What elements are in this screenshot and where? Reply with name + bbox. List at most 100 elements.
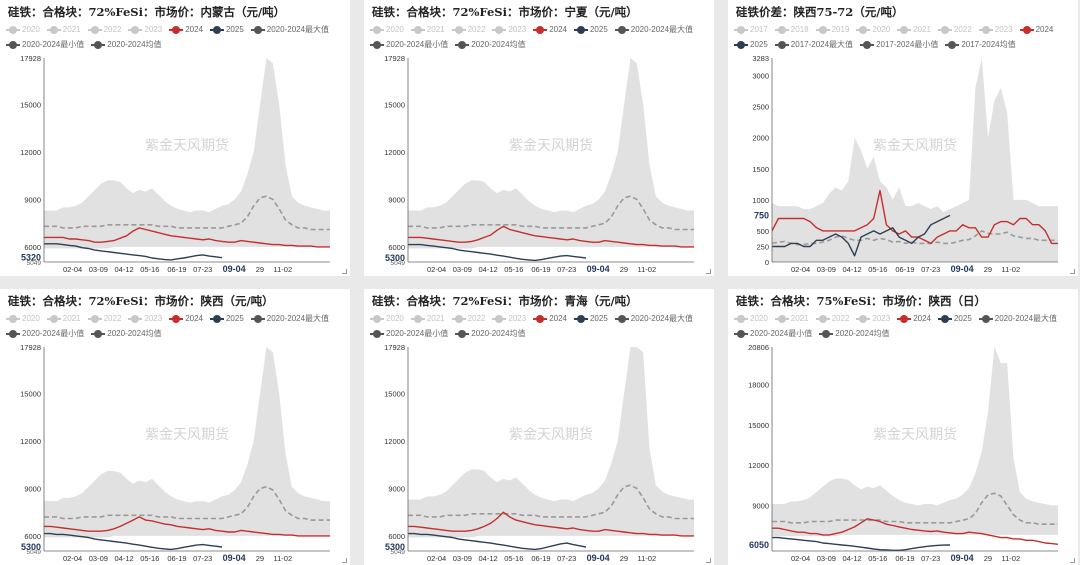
legend-item[interactable]: 2021 — [897, 22, 931, 37]
legend-marker-icon — [614, 314, 629, 323]
legend-item[interactable]: 2023 — [492, 311, 526, 326]
legend-marker-icon — [492, 25, 507, 34]
legend-item[interactable]: 2020-2024最大值 — [614, 311, 694, 326]
x-tick-label: 11-02 — [1001, 265, 1020, 274]
legend-item[interactable]: 2020-2024最小值 — [6, 37, 84, 52]
legend-label: 2023 — [508, 25, 527, 34]
mean-line — [771, 230, 1058, 246]
legend-item[interactable]: 2017-2024最大值 — [774, 37, 853, 52]
legend-item[interactable]: 2018 — [774, 22, 809, 37]
resize-handle-icon[interactable] — [1070, 269, 1075, 274]
legend-item[interactable]: 2023 — [856, 311, 890, 326]
legend-label: 2020 — [22, 314, 40, 323]
legend-item[interactable]: 2023 — [128, 311, 162, 326]
legend-item[interactable]: 2020 — [370, 22, 404, 37]
legend-item[interactable]: 2025 — [209, 311, 244, 326]
legend-item[interactable]: 2025 — [734, 37, 768, 52]
legend-item[interactable]: 2025 — [937, 311, 972, 326]
legend-item[interactable]: 2021 — [410, 22, 445, 37]
watermark: 紫金天风期货 — [873, 137, 957, 154]
legend-item[interactable]: 2022 — [87, 311, 121, 326]
legend-label: 2024 — [185, 314, 203, 323]
chart-panel: 硅铁：合格块：72%FeSi：市场价：内蒙古（元/吨） 2020 2021 2022 2… — [0, 0, 350, 276]
series-2024-line — [772, 518, 1059, 545]
legend-item[interactable]: 2024 — [897, 311, 931, 326]
legend-item[interactable]: 2023 — [128, 22, 162, 37]
resize-handle-icon[interactable] — [1070, 558, 1075, 563]
legend-item[interactable]: 2022 — [451, 22, 486, 37]
legend-item[interactable]: 2023 — [978, 22, 1013, 37]
legend-marker-icon — [6, 40, 20, 49]
y-tick-label: 9000 — [388, 195, 405, 204]
resize-handle-icon[interactable] — [342, 558, 347, 563]
legend-label: 2020-2024最大值 — [630, 314, 694, 323]
resize-handle-icon[interactable] — [706, 269, 711, 274]
x-tick-label: 06-19 — [531, 554, 550, 563]
x-tick-label: 05-16 — [504, 265, 523, 274]
x-tick-label: 11-02 — [637, 554, 656, 563]
legend-item[interactable]: 2023 — [492, 22, 526, 37]
legend-item[interactable]: 2025 — [573, 22, 608, 37]
legend-item[interactable]: 2024 — [169, 311, 203, 326]
legend-item[interactable]: 2024 — [533, 22, 567, 37]
legend-item[interactable]: 2017 — [734, 22, 768, 37]
legend-item[interactable]: 2022 — [451, 311, 486, 326]
legend-label: 2022 — [467, 25, 486, 34]
legend-item[interactable]: 2021 — [46, 22, 81, 37]
legend-marker-icon — [87, 25, 102, 34]
legend-item[interactable]: 2017-2024均值 — [945, 37, 1016, 52]
x-tick-label: 07-23 — [193, 554, 212, 563]
series-2025-line — [408, 532, 587, 551]
legend-item[interactable]: 2020-2024均值 — [91, 37, 162, 52]
legend-item[interactable]: 2020-2024最大值 — [978, 311, 1057, 326]
x-tick-label: 06-19 — [531, 265, 550, 274]
legend-marker-icon — [937, 25, 952, 34]
legend-item[interactable]: 2020-2024最小值 — [6, 326, 84, 341]
legend-item[interactable]: 2017-2024最小值 — [860, 37, 938, 52]
legend-item[interactable]: 2020-2024最小值 — [370, 37, 448, 52]
legend-item[interactable]: 2019 — [815, 22, 849, 37]
legend-marker-icon — [91, 329, 106, 338]
legend-label: 2022 — [467, 314, 486, 323]
legend-item[interactable]: 2020 — [370, 311, 404, 326]
legend-item[interactable]: 2020-2024均值 — [455, 37, 526, 52]
legend-item[interactable]: 2020-2024最大值 — [614, 22, 693, 37]
x-tick-label: 29 — [984, 554, 992, 563]
x-tick-label: 04-12 — [114, 554, 133, 563]
legend-marker-icon — [533, 314, 548, 323]
legend-item[interactable]: 2020-2024均值 — [819, 326, 890, 341]
legend-label: 2025 — [225, 314, 244, 323]
legend-marker-icon — [250, 314, 265, 323]
legend-item[interactable]: 2020-2024均值 — [91, 326, 162, 341]
legend-item[interactable]: 2020 — [6, 22, 40, 37]
resize-handle-icon[interactable] — [706, 558, 711, 563]
mean-line — [44, 486, 330, 521]
y-tick-label: 12000 — [384, 148, 405, 157]
legend-item[interactable]: 2025 — [209, 22, 244, 37]
legend-item[interactable]: 2021 — [46, 311, 81, 326]
legend-item[interactable]: 2021 — [774, 311, 809, 326]
x-tick-label: 04-12 — [842, 265, 861, 274]
legend-item[interactable]: 2020-2024最小值 — [370, 326, 448, 341]
legend-item[interactable]: 2020 — [856, 22, 890, 37]
legend-item[interactable]: 2024 — [533, 311, 567, 326]
legend-item[interactable]: 2022 — [87, 22, 121, 37]
x-tick-label: 09-04 — [223, 553, 246, 563]
legend-item[interactable]: 2024 — [169, 22, 203, 37]
legend-item[interactable]: 2024 — [1019, 22, 1053, 37]
legend-item[interactable]: 2020-2024最大值 — [250, 22, 329, 37]
legend-item[interactable]: 2020-2024均值 — [455, 326, 526, 341]
resize-handle-icon[interactable] — [342, 269, 347, 274]
series-2025-line — [772, 214, 951, 257]
chart-plot: 紫金天风期货 20806 18000 15000 12000 9000 6050 02-04 0… — [748, 343, 1059, 563]
legend-item[interactable]: 2020 — [6, 311, 40, 326]
legend-item[interactable]: 2020-2024最小值 — [734, 326, 812, 341]
legend-item[interactable]: 2021 — [410, 311, 445, 326]
legend-item[interactable]: 2022 — [815, 311, 849, 326]
legend-item[interactable]: 2020 — [734, 311, 768, 326]
legend-item[interactable]: 2025 — [573, 311, 608, 326]
x-tick-label: 07-23 — [193, 265, 212, 274]
legend-item[interactable]: 2022 — [937, 22, 972, 37]
x-tick-label: 09-04 — [587, 553, 610, 563]
legend-item[interactable]: 2020-2024最大值 — [250, 311, 329, 326]
